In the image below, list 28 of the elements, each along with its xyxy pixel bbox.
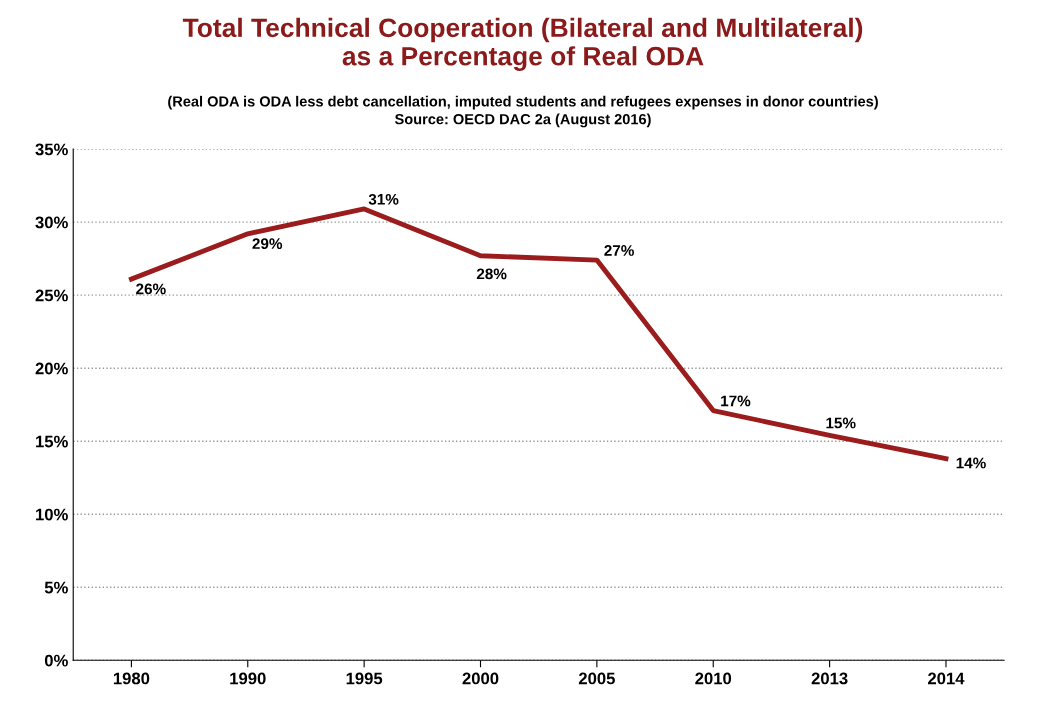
- data-label: 15%: [826, 417, 856, 429]
- y-tick-label: 5%: [44, 581, 68, 594]
- y-tick-label: 15%: [36, 435, 68, 448]
- data-label: 29%: [252, 238, 283, 250]
- y-tick-label: 30%: [35, 216, 68, 229]
- source-note: Source: OECD DAC 2a (August 2016): [394, 113, 651, 128]
- x-tick-label: 1995: [346, 672, 383, 685]
- data-label: 27%: [604, 245, 634, 256]
- data-label: 14%: [956, 457, 986, 469]
- data-label: 28%: [476, 268, 507, 280]
- x-tick-label: 1990: [230, 672, 266, 685]
- chart-title: Total Technical Cooperation (Bilateral and Multilateral) as a Percentage of Real ODA: [182, 17, 863, 71]
- line-series: [128, 206, 949, 462]
- y-tick-label: 25%: [35, 289, 68, 302]
- x-tick-label: 1980: [113, 672, 150, 685]
- y-tick-label: 10%: [36, 508, 68, 521]
- x-tick-label: 2005: [578, 672, 615, 685]
- data-label: 17%: [721, 395, 751, 407]
- x-tick-label: 2000: [462, 672, 499, 685]
- data-label: 26%: [136, 283, 166, 295]
- y-tick-label: 35%: [35, 143, 68, 156]
- y-tick-label: 0%: [44, 654, 68, 667]
- y-tick-label: 20%: [35, 362, 68, 375]
- chart-subtitle: (Real ODA is ODA less debt cancellation, imputed students and refugees expenses in donor countries): [168, 95, 878, 110]
- x-tick-label: 2010: [695, 672, 732, 685]
- x-tick-label: 2013: [811, 672, 848, 685]
- data-label: 31%: [368, 193, 399, 205]
- x-tick-label: 2014: [928, 672, 965, 685]
